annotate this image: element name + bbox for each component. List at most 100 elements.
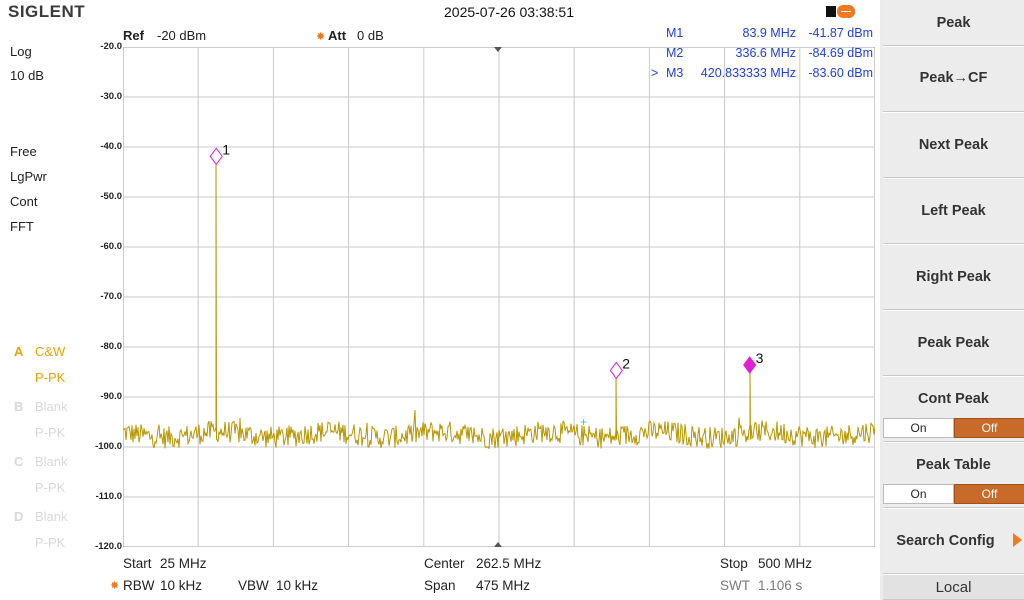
vbw-label: VBW [238,578,269,593]
detector-mode: LgPwr [10,169,47,184]
center-bottom-indicator [494,542,502,547]
left-peak-label: Left Peak [921,203,986,219]
peak-table-label: Peak Table [916,457,991,473]
trace-d-letter[interactable]: D [14,509,24,524]
threshold-cross-icon: + [580,415,587,429]
trace-b-letter[interactable]: B [14,399,24,414]
cont-peak-label: Cont Peak [918,391,989,407]
y-tick-label: -90.0 [100,391,122,402]
right-peak-label: Right Peak [916,269,991,285]
marker-2-diamond-icon [609,361,623,380]
cont-peak-on[interactable]: On [883,418,954,438]
y-tick-label: -20.0 [100,41,122,52]
scale-type: Log [10,44,32,59]
y-tick-label: -70.0 [100,291,122,302]
stop-value[interactable]: 500 MHz [758,556,813,571]
y-tick-label: -60.0 [100,241,122,252]
rbw-coupled-icon: ✸ [110,580,120,592]
marker-1-name: M1 [666,26,684,40]
peak-table-on[interactable]: On [883,484,954,504]
lock-icon [826,6,836,17]
plot-grid [123,47,875,547]
peak-table-off[interactable]: Off [954,484,1024,504]
marker-1-diamond-icon [209,147,223,166]
att-value[interactable]: 0 dB [357,28,384,43]
center-label: Center [424,556,465,571]
att-label: Att [328,28,347,43]
marker-1-label: 1 [222,141,230,157]
menu-title-peak: Peak [883,0,1024,46]
center-top-indicator [494,47,502,52]
span-label: Span [424,578,456,593]
usb-icon [837,5,855,18]
marker-2-label: 2 [622,355,630,371]
search-config-label: Search Config [896,533,995,549]
y-tick-label: -110.0 [95,491,122,502]
rbw-label: RBW [123,578,155,593]
y-tick-label: -100.0 [95,441,122,452]
next-peak-button[interactable]: Next Peak [883,112,1024,178]
marker-1-freq: 83.9 MHz [742,26,797,40]
att-coupled-icon: ✸ [316,31,326,43]
trace-c-detector: P-PK [35,480,66,495]
peak-table-button[interactable]: Peak Table On Off [883,442,1024,508]
swt-value[interactable]: 1.106 s [758,578,803,593]
cont-peak-toggle[interactable]: On Off [883,418,1024,438]
trace-a-line [123,156,875,450]
peak-table-toggle[interactable]: On Off [883,484,1024,504]
trace-c-letter[interactable]: C [14,454,24,469]
y-tick-label: -30.0 [100,91,122,102]
center-value[interactable]: 262.5 MHz [476,556,542,571]
scale-div: 10 dB [10,68,44,83]
search-config-button[interactable]: Search Config [883,508,1024,574]
peak-to-cf-button[interactable]: Peak→CF [883,46,1024,112]
start-label: Start [123,556,152,571]
marker-3-name: M3 [666,66,684,80]
y-tick-label: -50.0 [100,191,122,202]
spectrum-plot[interactable]: 1 2 3 + [123,47,875,547]
sweep-mode: Cont [10,194,38,209]
rbw-value[interactable]: 10 kHz [160,578,203,593]
left-peak-button[interactable]: Left Peak [883,178,1024,244]
vbw-value[interactable]: 10 kHz [276,578,319,593]
trace-a-type[interactable]: C&W [35,344,66,359]
brand-logo: SIGLENT [8,2,86,21]
marker-2-freq: 336.6 MHz [735,46,796,60]
top-bar: SIGLENT 2025-07-26 03:38:51 [0,0,880,24]
peak-peak-label: Peak Peak [917,335,990,351]
submenu-arrow-icon [1013,533,1022,547]
trace-b-type[interactable]: Blank [35,399,68,414]
right-peak-button[interactable]: Right Peak [883,244,1024,310]
stop-label: Stop [720,556,748,571]
sweep-type: FFT [10,219,34,234]
marker-2-amp: -84.69 dBm [808,46,873,60]
local-button[interactable]: Local [883,574,1024,600]
datetime: 2025-07-26 03:38:51 [444,4,574,20]
y-tick-label: -80.0 [100,341,122,352]
swt-label: SWT [720,578,750,593]
marker-3-diamond-icon [743,356,757,374]
marker-3-amp: -83.60 dBm [808,66,873,80]
marker-2-name: M2 [666,46,684,60]
span-value[interactable]: 475 MHz [476,578,531,593]
trace-b-detector: P-PK [35,425,66,440]
y-tick-label: -120.0 [95,541,122,552]
trace-a-detector: P-PK [35,370,66,385]
trace-d-type[interactable]: Blank [35,509,68,524]
trace-c-type[interactable]: Blank [35,454,68,469]
y-tick-label: -40.0 [100,141,122,152]
peak-peak-button[interactable]: Peak Peak [883,310,1024,376]
cont-peak-off[interactable]: Off [954,418,1024,438]
ref-value[interactable]: -20 dBm [157,28,207,43]
start-value[interactable]: 25 MHz [160,556,207,571]
trace-a-letter[interactable]: A [14,344,24,359]
marker-1-amp: -41.87 dBm [808,26,873,40]
softkey-panel: Peak Peak→CF Next Peak Left Peak Right P… [880,0,1024,600]
marker-3-label: 3 [756,350,764,366]
marker-3-freq: 420.833333 MHz [700,66,796,80]
marker-3-prefix: > [651,66,659,80]
trigger-mode: Free [10,144,37,159]
local-label: Local [935,579,972,596]
marker-layer: 1 2 3 [209,141,764,380]
cont-peak-button[interactable]: Cont Peak On Off [883,376,1024,442]
